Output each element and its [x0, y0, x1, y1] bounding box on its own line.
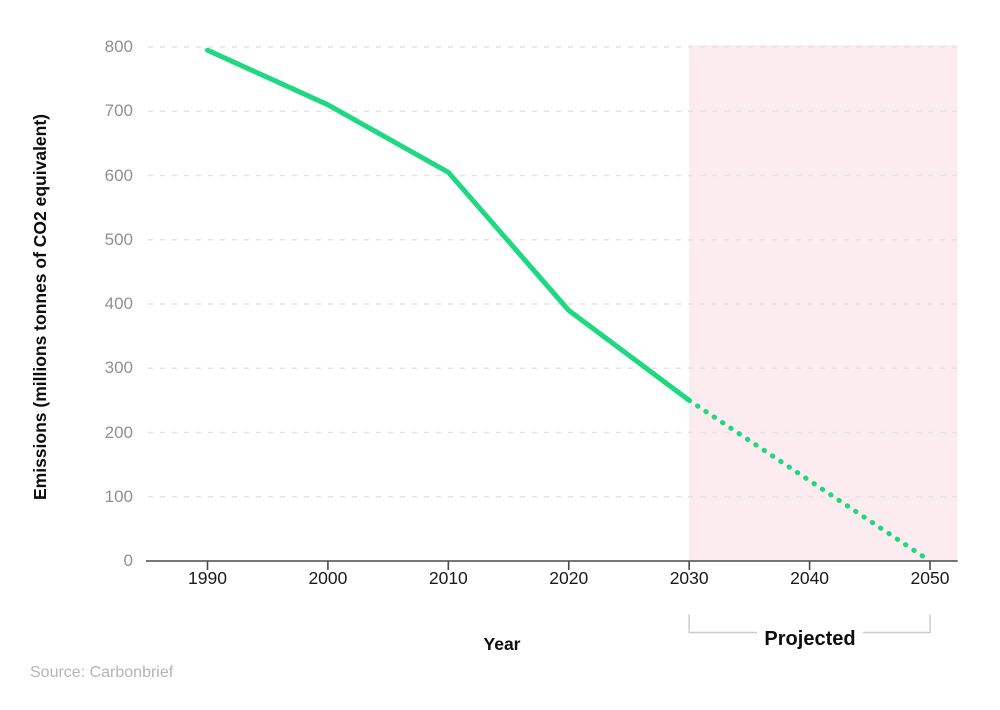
x-tick-label: 2020 — [549, 568, 589, 588]
y-tick-label: 100 — [104, 486, 133, 506]
y-tick-label: 500 — [104, 229, 133, 249]
y-tick-label: 700 — [104, 101, 133, 121]
x-tick-label: 2040 — [790, 568, 830, 588]
projected-bracket-right — [863, 614, 931, 634]
series-projected-line — [686, 397, 933, 564]
y-tick-label: 600 — [104, 165, 133, 185]
projected-bracket-left — [688, 614, 757, 634]
x-axis-title: Year — [483, 634, 521, 654]
y-tick-label: 200 — [104, 422, 133, 442]
projected-region-band — [689, 45, 958, 561]
x-tick-label: 2010 — [428, 568, 468, 588]
y-tick-label: 400 — [104, 294, 133, 313]
x-tick-label: 1990 — [188, 568, 227, 588]
x-tick-label: 2050 — [910, 568, 950, 588]
y-tick-label: 0 — [123, 551, 133, 570]
x-tick-label: 2030 — [669, 568, 709, 588]
y-tick-label: 800 — [104, 37, 133, 56]
projected-band-label: Projected — [764, 628, 856, 650]
source-note: Source: Carbonbrief — [30, 664, 174, 681]
y-axis-title: Emissions (millions tonnes of CO2 equiva… — [30, 113, 50, 501]
series-historical-line — [205, 47, 692, 403]
y-tick-label: 300 — [104, 358, 133, 378]
x-tick-label: 2000 — [308, 568, 348, 588]
